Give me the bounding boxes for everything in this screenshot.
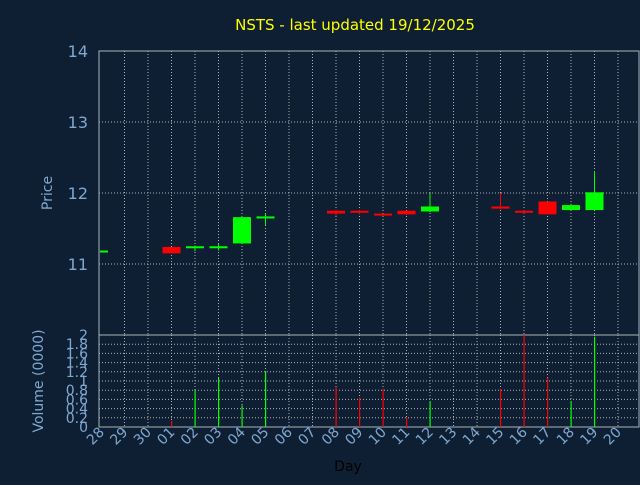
volume-bar-05	[265, 371, 266, 427]
volume-bar-01	[171, 421, 172, 427]
candle-body	[539, 202, 557, 215]
candle-17	[539, 202, 557, 215]
candle-body	[351, 211, 369, 213]
price-tick-label: 14	[68, 42, 88, 61]
candle-body	[515, 211, 533, 213]
candle-body	[100, 251, 108, 253]
volume-bar-18	[571, 401, 572, 427]
candle-28	[100, 251, 108, 253]
candle-body	[327, 211, 345, 214]
price-tick-label: 11	[68, 255, 88, 274]
day-axis-label: Day	[334, 459, 362, 475]
candle-body	[210, 246, 228, 248]
volume-bar-08	[336, 387, 337, 427]
candle-body	[186, 246, 204, 248]
volume-bar-04	[242, 405, 243, 427]
volume-tick-label: 2	[79, 328, 88, 344]
chart-title: NSTS - last updated 19/12/2025	[235, 16, 475, 34]
candle-10	[374, 214, 392, 216]
volume-bar-03	[218, 378, 219, 427]
volume-bar-09	[359, 398, 360, 427]
volume-bar-17	[547, 378, 548, 427]
candle-01	[163, 247, 181, 253]
candle-04	[233, 216, 251, 243]
candle-body	[421, 206, 439, 211]
candle-body	[233, 217, 251, 243]
price-tick-label: 12	[68, 184, 88, 203]
candle-body	[163, 247, 181, 253]
price-axis-label: Price	[40, 176, 56, 210]
candle-body	[492, 206, 510, 208]
volume-bar-02	[195, 390, 196, 427]
volume-bar-15	[500, 389, 501, 427]
volume-bar-19	[594, 337, 595, 427]
volume-bar-12	[430, 401, 431, 427]
volume-axis-label: Volume (0000)	[31, 329, 47, 432]
candle-body	[374, 214, 392, 216]
candle-body	[257, 216, 275, 218]
volume-bar-10	[383, 389, 384, 427]
volume-bar-16	[524, 335, 525, 427]
volume-bar-11	[406, 418, 407, 427]
price-tick-label: 13	[68, 113, 88, 132]
candle-body	[586, 192, 604, 210]
candle-body	[562, 205, 580, 210]
candle-body	[398, 211, 416, 215]
